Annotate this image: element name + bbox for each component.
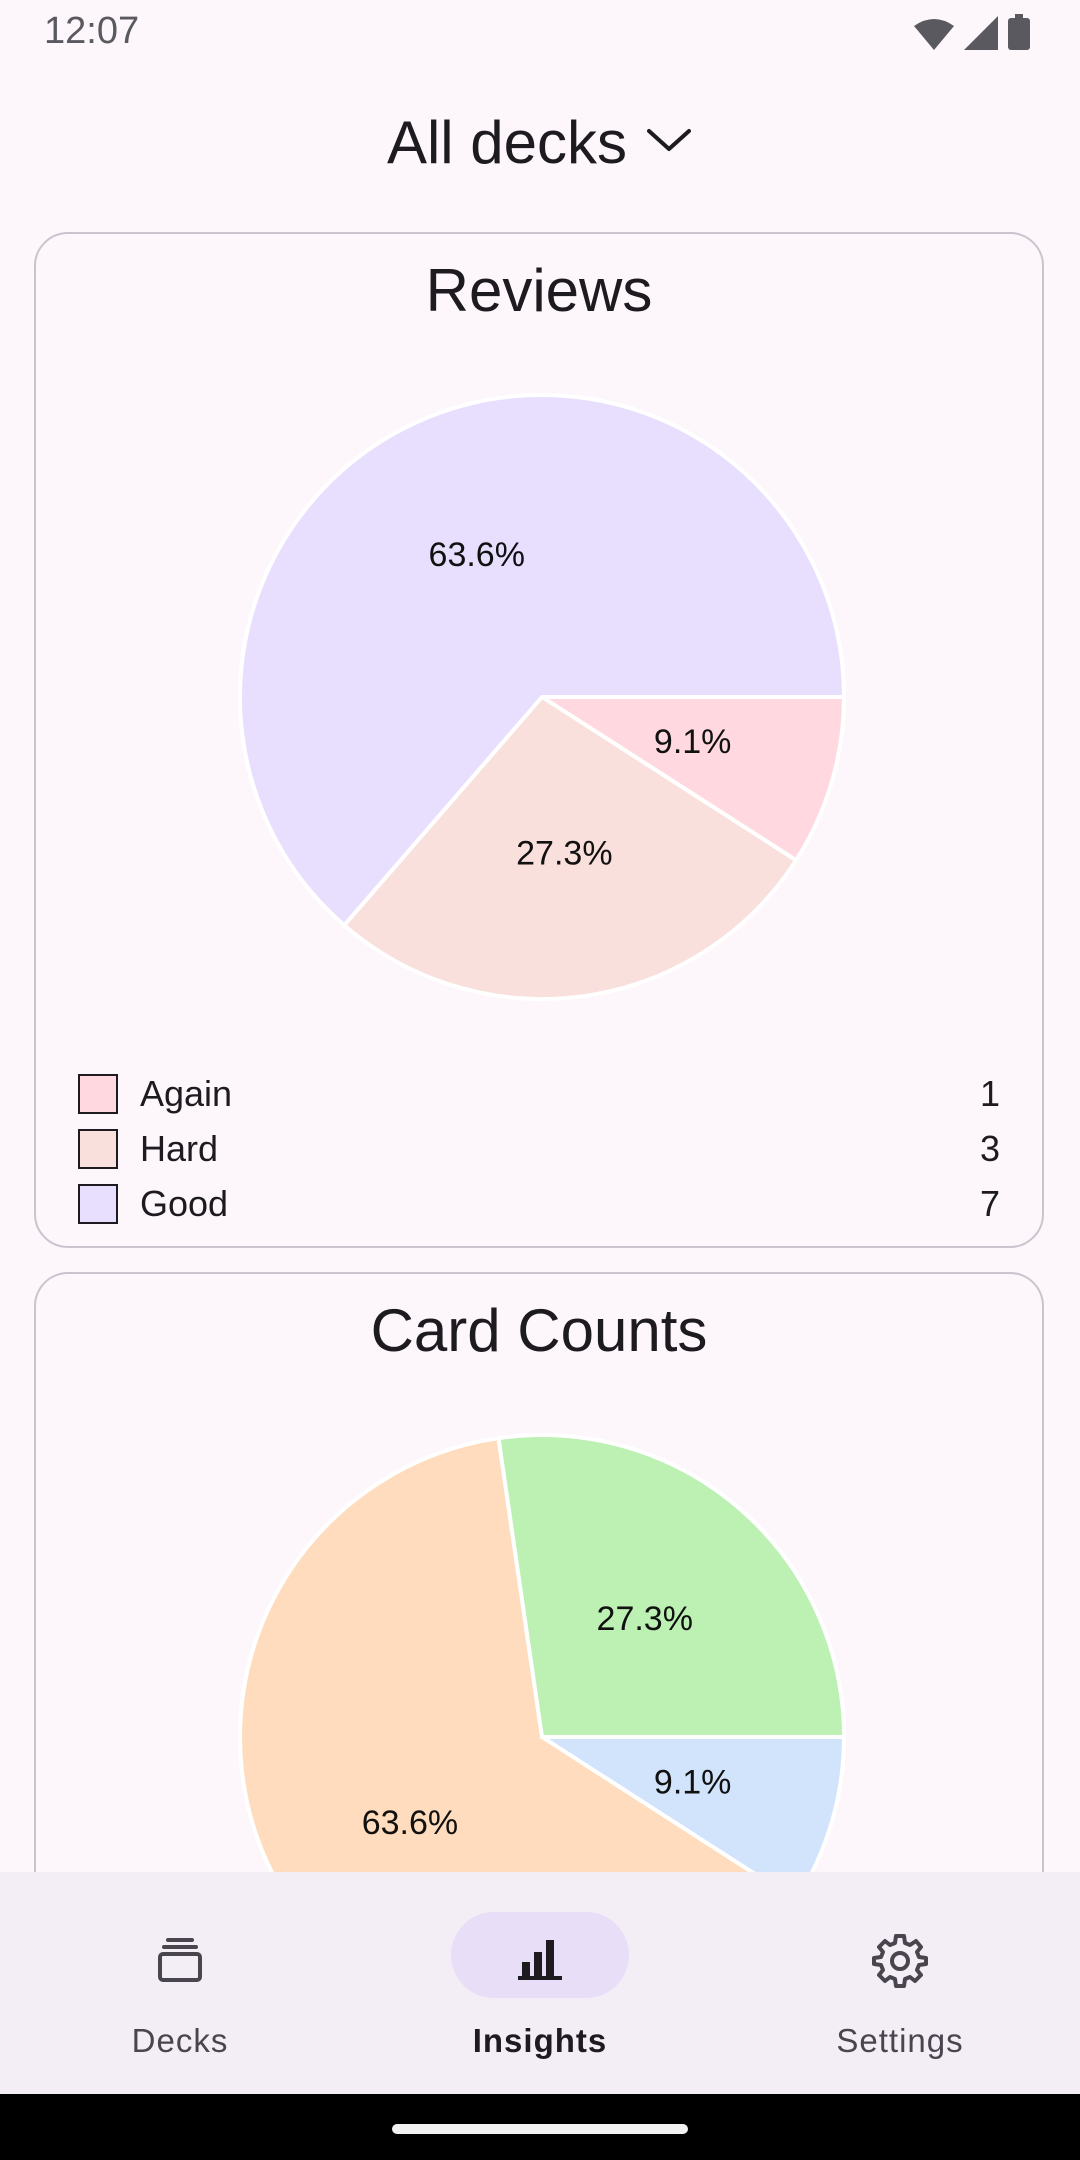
legend-value: 3: [979, 1127, 1000, 1169]
legend-label: Good: [140, 1182, 229, 1224]
legend-row: Again 1: [78, 1066, 1000, 1121]
card-counts-title: Card Counts: [370, 1297, 708, 1364]
legend-swatch: [78, 1128, 118, 1169]
pie-slice-label: 63.6%: [429, 536, 525, 574]
deck-selector-label: All decks: [386, 108, 628, 176]
status-time: 12:07: [44, 10, 140, 52]
pie-slice: [341, 694, 799, 1001]
card-counts-card: Card Counts 9.1% 63.6% 27.3%: [34, 1272, 1044, 1972]
legend-label: Again: [140, 1072, 233, 1114]
legend-label: Hard: [140, 1127, 219, 1169]
nav-item-settings[interactable]: Settings: [720, 1872, 1080, 2094]
nav-label-decks: Decks: [131, 2022, 229, 2059]
reviews-title: Reviews: [425, 257, 653, 324]
card-counts-pie-chart: 9.1% 63.6% 27.3%: [238, 1433, 847, 1972]
pie-slice: [535, 695, 847, 864]
battery-icon: [1008, 14, 1030, 50]
status-bar: 12:07: [0, 0, 1080, 64]
status-icons: [914, 14, 1030, 50]
gesture-handle[interactable]: [392, 2124, 688, 2134]
legend-swatch: [78, 1183, 118, 1224]
gear-icon: [872, 1934, 928, 1988]
pie-slice-label: 27.3%: [516, 834, 612, 872]
bar-chart-icon: [518, 1940, 562, 1980]
nav-label-insights: Insights: [472, 2022, 608, 2059]
reviews-legend: Again 1 Hard 3 Good 7: [78, 1066, 1000, 1231]
pie-slice: [238, 393, 847, 929]
pie-slice-label: 9.1%: [654, 1763, 732, 1801]
nav-item-insights[interactable]: Insights: [360, 1872, 720, 2094]
legend-row: Hard 3: [78, 1121, 1000, 1176]
pie-slice: [496, 1433, 847, 1739]
signal-icon: [964, 16, 998, 50]
reviews-pie-chart: 9.1% 27.3% 63.6%: [238, 393, 847, 1001]
pie-slice-label: 9.1%: [654, 723, 732, 761]
wifi-icon: [914, 18, 954, 50]
system-gesture-bar: [0, 2094, 1080, 2160]
nav-item-decks[interactable]: Decks: [0, 1872, 360, 2094]
legend-swatch: [78, 1073, 118, 1114]
bottom-navigation: Decks Insights Settings: [0, 1872, 1080, 2094]
reviews-card: Reviews 9.1% 27.3% 63.6% Again 1 Hard 3 Good 7: [34, 232, 1044, 1248]
legend-value: 7: [979, 1182, 1000, 1224]
nav-label-settings: Settings: [836, 2022, 964, 2059]
pie-slice-label: 63.6%: [362, 1804, 458, 1842]
pie-slice-label: 27.3%: [597, 1600, 693, 1638]
chevron-down-icon: [645, 125, 693, 160]
legend-value: 1: [979, 1072, 1000, 1114]
legend-row: Good 7: [78, 1176, 1000, 1231]
deck-selector[interactable]: All decks: [0, 102, 1080, 182]
cards-stack-icon: [158, 1938, 202, 1982]
